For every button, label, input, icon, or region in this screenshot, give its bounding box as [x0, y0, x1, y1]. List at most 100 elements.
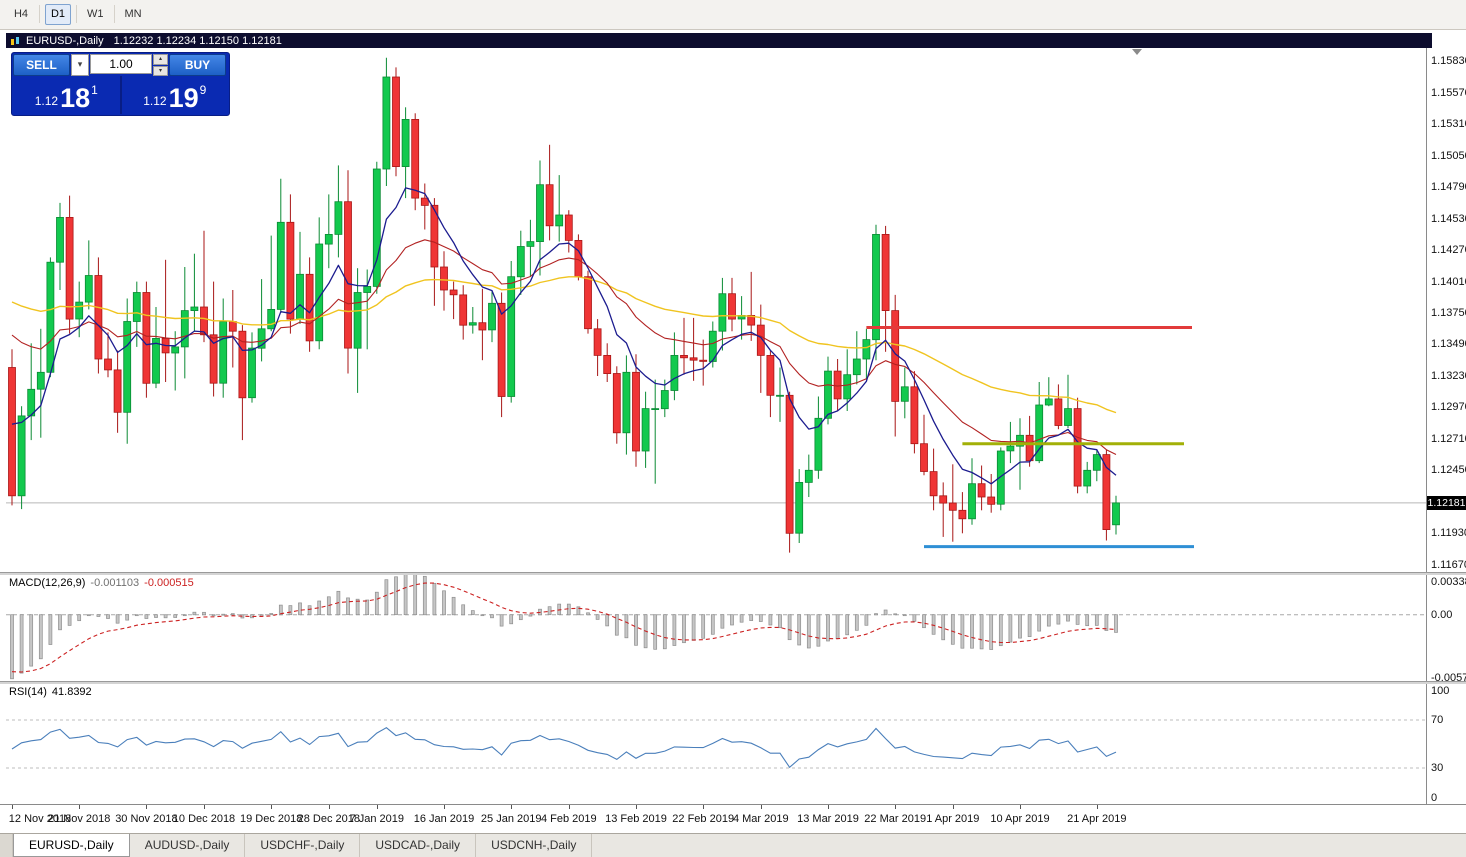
main-chart[interactable] [6, 48, 1426, 572]
volume-input[interactable] [90, 54, 152, 74]
current-price-tag: 1.12181 [1427, 496, 1466, 510]
sell-price-point: 1 [91, 83, 98, 97]
chart-ohlc-values: 1.12232 1.12234 1.12150 1.12181 [113, 34, 282, 47]
price-scale-label: 1.15830 [1431, 55, 1466, 67]
rsi-scale-label: 0 [1431, 792, 1438, 804]
date-tick [703, 805, 705, 809]
sell-price[interactable]: 1.12 18 1 [13, 76, 120, 114]
macd-main-value: -0.001103 [90, 577, 140, 589]
toolbar: H4 D1 W1 MN [0, 0, 1466, 30]
date-label: 13 Mar 2019 [797, 813, 859, 825]
date-tick [328, 805, 330, 809]
one-click-prices: 1.12 18 1 1.12 19 9 [13, 76, 228, 114]
date-axis[interactable]: 12 Nov 2018 21 Nov 2018 30 Nov 2018 10 Dec … [0, 804, 1466, 833]
date-label: 22 Mar 2019 [864, 813, 927, 825]
chart-title-bar[interactable]: EURUSD-,Daily 1.12232 1.12234 1.12150 1.… [6, 33, 1432, 48]
macd-panel-canvas[interactable] [6, 575, 1426, 681]
timeframe-button-mn[interactable]: MN [124, 8, 142, 20]
rsi-panel-canvas[interactable] [6, 684, 1426, 804]
date-label: 4 Feb 2019 [540, 813, 597, 825]
chart-tab-usdchf[interactable]: USDCHF-,Daily [245, 834, 361, 857]
date-tick [895, 805, 897, 809]
buy-price[interactable]: 1.12 19 9 [122, 76, 229, 114]
price-scale-label: 1.12970 [1431, 401, 1466, 413]
date-tick [1020, 805, 1021, 809]
price-scale-label: 1.11670 [1431, 559, 1466, 571]
date-tick [511, 805, 513, 809]
price-scale-label: 1.15050 [1431, 150, 1466, 162]
price-scale-label: 1.15310 [1431, 118, 1466, 130]
macd-signal-value: -0.000515 [144, 577, 194, 589]
sell-price-pips: 18 [60, 83, 91, 113]
toolbar-separator [113, 5, 115, 23]
date-tick [568, 805, 570, 809]
chart-tab-eurusd[interactable]: EURUSD-,Daily [13, 834, 130, 857]
date-label: 10 Apr 2019 [990, 813, 1050, 825]
price-scale-border [1426, 48, 1427, 804]
panel-splitter[interactable] [0, 681, 1466, 684]
timeframe-button-d1[interactable]: D1 [45, 4, 71, 25]
buy-button[interactable]: BUY [169, 54, 226, 76]
one-click-controls: SELL ▾ ▴ ▾ BUY [13, 54, 228, 76]
one-click-trading-panel: SELL ▾ ▴ ▾ BUY 1.12 18 1 1.12 19 9 [11, 52, 230, 116]
price-scale-label: 1.13230 [1431, 370, 1466, 382]
buy-price-point: 9 [199, 83, 207, 97]
timeframe-button-w1[interactable]: W1 [87, 8, 104, 20]
date-tick [146, 805, 148, 809]
tab-scroll-stub[interactable] [0, 834, 13, 857]
macd-scale-label: 0.00 [1431, 609, 1453, 621]
price-scale-label: 1.12710 [1431, 433, 1466, 445]
candlestick-icon [10, 36, 20, 46]
toolbar-separator [76, 5, 77, 23]
date-tick [79, 805, 81, 809]
chart-tab-usdcad[interactable]: USDCAD-,Daily [360, 834, 477, 857]
panel-splitter[interactable] [0, 572, 1466, 575]
rsi-value: 41.8392 [51, 686, 92, 698]
date-label: 25 Jan 2019 [480, 813, 542, 825]
chevron-down-icon: ▾ [77, 59, 83, 69]
date-tick [636, 805, 637, 809]
volume-spinner: ▴ ▾ [153, 54, 168, 76]
volume-decrease-button[interactable]: ▾ [153, 65, 168, 76]
date-label: 30 Nov 2018 [115, 813, 178, 825]
chart-symbol-title: EURUSD-,Daily [26, 34, 104, 47]
date-label: 4 Mar 2019 [732, 813, 789, 825]
date-label: 28 Dec 2018 [297, 813, 360, 825]
date-label: 12 Nov 2018 [8, 813, 72, 825]
price-scale-label: 1.15570 [1431, 87, 1466, 99]
chart-shift-marker[interactable] [1132, 49, 1142, 55]
rsi-scale-label: 100 [1431, 685, 1450, 697]
rsi-scale-label: 30 [1431, 762, 1444, 774]
date-tick [271, 805, 273, 809]
timeframe-toolbar: H4 D1 W1 MN [0, 0, 1466, 25]
date-label: 7 Jan 2019 [349, 813, 405, 825]
date-tick [760, 805, 762, 809]
date-label: 22 Feb 2019 [672, 813, 735, 825]
timeframe-button-h4[interactable]: H4 [13, 8, 29, 20]
buy-price-base: 1.12 [143, 94, 167, 108]
toolbar-separator [39, 5, 40, 23]
macd-name: MACD(12,26,9) [9, 577, 86, 589]
chart-window: EURUSD-,Daily 1.12232 1.12234 1.12150 1.… [0, 30, 1466, 833]
date-label: 16 Jan 2019 [413, 813, 475, 825]
rsi-name: RSI(14) [9, 686, 47, 698]
volume-dropdown[interactable]: ▾ [71, 54, 89, 76]
sell-button[interactable]: SELL [13, 54, 70, 76]
price-divider [119, 76, 122, 114]
buy-price-pips: 19 [168, 83, 199, 113]
date-label: 21 Nov 2018 [47, 813, 111, 825]
date-tick [444, 805, 445, 809]
price-scale-label: 1.14010 [1431, 276, 1466, 288]
date-label: 21 Apr 2019 [1067, 813, 1127, 825]
price-scale-label: 1.13750 [1431, 307, 1466, 319]
date-tick [12, 805, 13, 809]
volume-increase-button[interactable]: ▴ [153, 54, 168, 65]
price-scale-label: 1.12450 [1431, 464, 1466, 476]
sell-price-base: 1.12 [34, 94, 59, 108]
date-tick [1096, 805, 1098, 809]
chart-tab-usdcnh[interactable]: USDCNH-,Daily [476, 834, 593, 857]
macd-scale-label: 0.003386 [1431, 576, 1466, 588]
date-label: 10 Dec 2018 [172, 813, 236, 825]
chart-tab-audusd[interactable]: AUDUSD-,Daily [130, 834, 246, 857]
chart-tab-bar: EURUSD-,Daily AUDUSD-,Daily USDCHF-,Daily U… [0, 833, 1466, 857]
